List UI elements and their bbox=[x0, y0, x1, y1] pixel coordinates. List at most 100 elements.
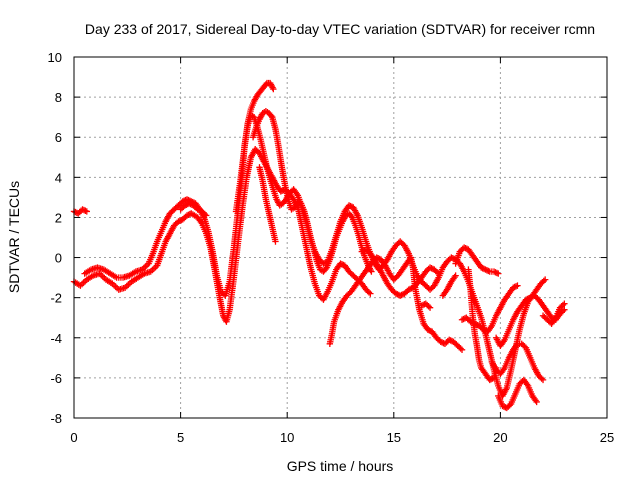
data-point bbox=[437, 338, 444, 345]
data-point bbox=[426, 264, 434, 271]
data-point bbox=[467, 318, 474, 325]
data-point bbox=[322, 265, 329, 273]
data-point bbox=[175, 218, 182, 225]
data-point bbox=[480, 265, 488, 273]
data-series bbox=[495, 376, 540, 412]
y-tick-label: -2 bbox=[50, 291, 62, 306]
data-point bbox=[79, 206, 86, 213]
data-point bbox=[539, 376, 547, 384]
data-point bbox=[493, 269, 501, 277]
data-point bbox=[440, 339, 447, 347]
data-point bbox=[398, 291, 405, 299]
data-point bbox=[176, 217, 184, 224]
data-point bbox=[185, 200, 193, 207]
data-series bbox=[70, 206, 90, 217]
y-tick-label: -6 bbox=[50, 371, 62, 386]
data-point bbox=[424, 326, 432, 333]
data-point bbox=[396, 292, 404, 299]
data-point bbox=[179, 198, 186, 205]
data-point bbox=[367, 290, 374, 297]
data-point bbox=[405, 286, 412, 293]
data-point bbox=[511, 283, 518, 291]
data-point bbox=[522, 296, 530, 303]
data-point bbox=[365, 289, 373, 296]
data-point bbox=[461, 315, 469, 322]
data-point bbox=[446, 336, 453, 343]
data-series bbox=[177, 200, 210, 219]
data-point bbox=[277, 188, 285, 195]
data-point bbox=[559, 307, 567, 315]
data-point bbox=[421, 301, 428, 308]
data-series bbox=[439, 272, 459, 299]
data-point bbox=[468, 319, 476, 326]
data-series bbox=[452, 244, 502, 277]
data-point bbox=[540, 277, 547, 285]
data-series bbox=[232, 79, 277, 215]
data-point bbox=[533, 398, 540, 406]
data-point bbox=[394, 291, 401, 298]
data-point bbox=[482, 266, 489, 273]
data-point bbox=[512, 283, 520, 290]
data-point bbox=[458, 316, 466, 323]
data-point bbox=[462, 244, 469, 252]
y-tick-label: 4 bbox=[55, 170, 62, 185]
plot-frame bbox=[73, 56, 608, 419]
data-point bbox=[406, 285, 414, 293]
data-point bbox=[447, 337, 454, 344]
x-tick-label: 10 bbox=[280, 430, 294, 445]
data-point bbox=[457, 345, 464, 352]
y-tick-label: 0 bbox=[55, 251, 62, 266]
data-point bbox=[538, 375, 545, 382]
data-point bbox=[180, 197, 188, 204]
x-tick-labels: 0 5 10 15 20 25 bbox=[70, 430, 614, 445]
data-series bbox=[458, 282, 521, 335]
data-point bbox=[425, 303, 432, 310]
data-point bbox=[183, 196, 191, 203]
x-tick-label: 25 bbox=[600, 430, 614, 445]
data-point bbox=[525, 295, 533, 302]
x-axis-label: GPS time / hours bbox=[287, 458, 394, 474]
y-tick-label: -4 bbox=[50, 331, 62, 346]
data-point bbox=[73, 209, 81, 216]
data-point bbox=[368, 268, 375, 275]
data-point bbox=[272, 238, 279, 245]
data-point bbox=[499, 402, 506, 410]
data-point bbox=[361, 247, 368, 254]
data-point bbox=[345, 202, 353, 209]
data-point bbox=[492, 269, 499, 276]
data-point bbox=[448, 254, 455, 261]
data-point bbox=[426, 327, 433, 334]
data-point bbox=[187, 200, 194, 208]
data-point bbox=[473, 321, 480, 328]
data-point bbox=[338, 261, 346, 268]
data-point bbox=[337, 260, 344, 267]
y-tick-label: 6 bbox=[55, 130, 62, 145]
y-tick-label: 10 bbox=[48, 50, 62, 65]
x-tick-label: 5 bbox=[177, 430, 184, 445]
data-point bbox=[418, 302, 425, 309]
data-point bbox=[506, 402, 513, 409]
data-point bbox=[347, 202, 354, 210]
data-point bbox=[183, 212, 191, 219]
data-point bbox=[435, 270, 442, 277]
y-tick-label: 8 bbox=[55, 90, 62, 105]
data-point bbox=[479, 265, 486, 272]
data-point bbox=[433, 269, 441, 276]
data-point bbox=[541, 276, 549, 283]
data-point bbox=[561, 300, 568, 307]
data-point bbox=[460, 244, 468, 251]
y-tick-labels: -8 -6 -4 -2 0 2 4 6 8 10 bbox=[48, 50, 62, 426]
data-point bbox=[483, 267, 491, 274]
data-point bbox=[268, 112, 275, 120]
data-point bbox=[83, 208, 90, 215]
y-tick-label: 2 bbox=[55, 210, 62, 225]
data-series bbox=[70, 146, 374, 325]
data-point bbox=[194, 206, 201, 213]
y-axis-label: SDTVAR / TECUs bbox=[6, 181, 22, 293]
data-point bbox=[80, 206, 88, 214]
data-point bbox=[181, 202, 189, 209]
data-series bbox=[249, 107, 375, 275]
x-tick-label: 15 bbox=[387, 430, 401, 445]
data-point bbox=[487, 376, 495, 383]
